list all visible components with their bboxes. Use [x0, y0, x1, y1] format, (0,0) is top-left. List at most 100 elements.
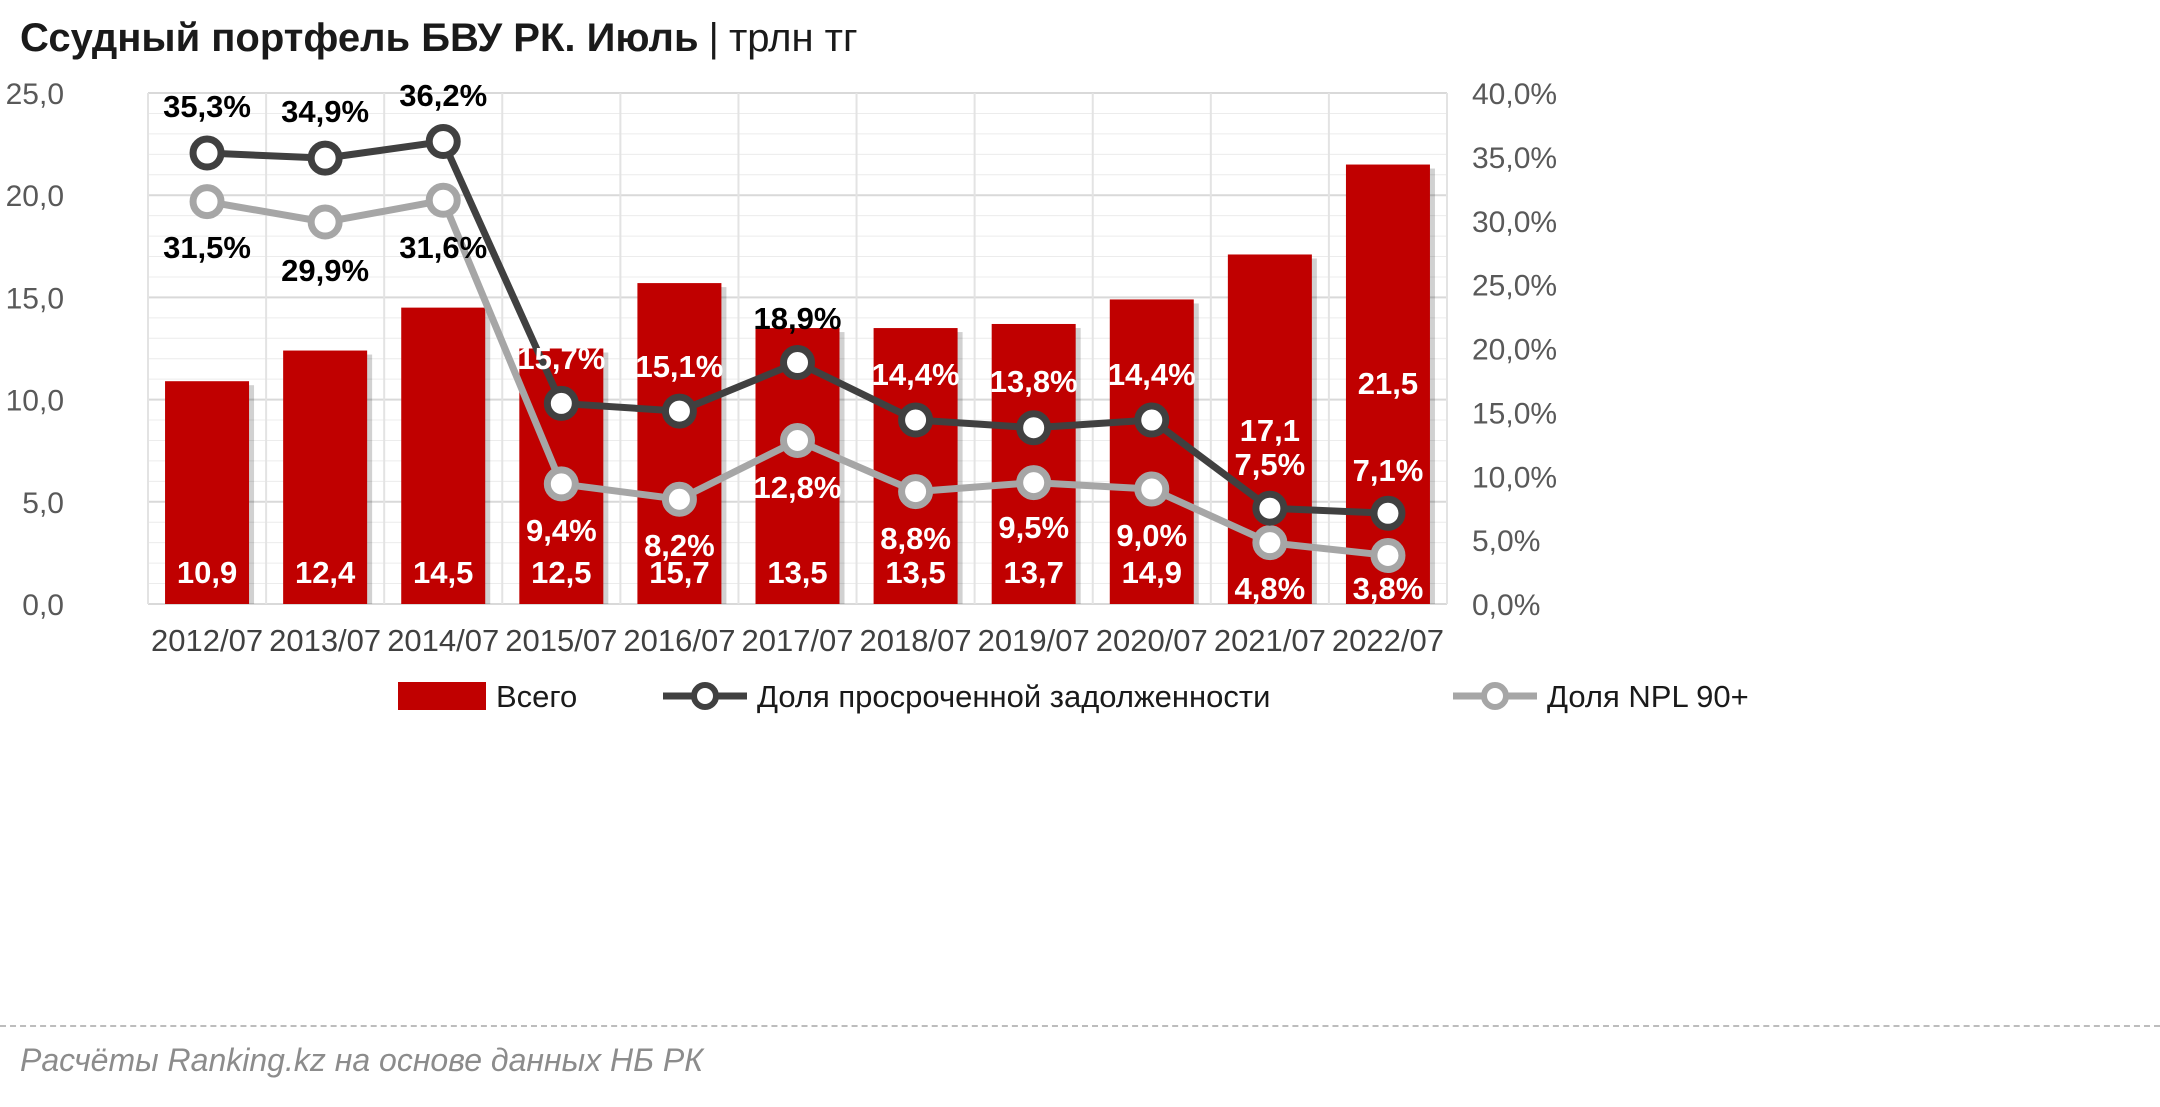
x-tick-label: 2017/07	[741, 623, 853, 658]
overdue-line-marker[interactable]	[1370, 495, 1406, 531]
npl-line-marker[interactable]	[1370, 537, 1406, 573]
npl-line-marker[interactable]	[661, 481, 697, 517]
bar-value-label: 13,7	[1004, 555, 1064, 590]
chart-title-separator: |	[708, 16, 719, 60]
npl-line-marker[interactable]	[1252, 525, 1288, 561]
overdue-value-label: 34,9%	[281, 94, 369, 129]
overdue-value-label: 14,4%	[872, 357, 960, 392]
overdue-line-marker[interactable]	[661, 393, 697, 429]
npl-value-label: 8,2%	[644, 528, 715, 563]
npl-line-marker[interactable]	[1016, 465, 1052, 501]
bar-total[interactable]	[401, 307, 486, 604]
y-left-tick-label: 0,0	[22, 589, 64, 622]
bar-total[interactable]	[1109, 299, 1194, 604]
x-tick-label: 2013/07	[269, 623, 381, 658]
legend-swatch-total	[398, 682, 486, 710]
npl-value-label: 29,9%	[281, 253, 369, 288]
npl-value-label: 3,8%	[1353, 571, 1424, 606]
npl-value-label: 31,6%	[399, 230, 487, 265]
npl-line-marker[interactable]	[189, 184, 225, 220]
npl-line-marker[interactable]	[543, 466, 579, 502]
overdue-line-marker[interactable]	[543, 385, 579, 421]
x-tick-label: 2016/07	[623, 623, 735, 658]
bar-value-label: 13,5	[767, 555, 827, 590]
bar-value-label: 13,5	[885, 555, 945, 590]
chart-title: Ссудный портфель БВУ РК. Июль | трлн тг	[20, 16, 858, 61]
x-tick-label: 2019/07	[978, 623, 1090, 658]
overdue-value-label: 15,1%	[635, 349, 723, 384]
bar-value-label: 14,5	[413, 555, 473, 590]
overdue-line-marker[interactable]	[425, 124, 461, 160]
bar-value-label: 17,1	[1240, 413, 1300, 448]
y-right-tick-label: 25,0%	[1472, 270, 1557, 303]
bar-total[interactable]	[991, 323, 1076, 604]
y-left-tick-label: 10,0	[6, 385, 64, 418]
legend-marker-overdue	[691, 682, 719, 710]
x-tick-label: 2015/07	[505, 623, 617, 658]
bar-value-label: 12,4	[295, 555, 356, 590]
legend-marker-npl	[1481, 682, 1509, 710]
bar-total[interactable]	[165, 381, 250, 604]
legend-label-overdue: Доля просроченной задолженности	[757, 679, 1270, 714]
y-right-tick-label: 15,0%	[1472, 397, 1557, 430]
overdue-value-label: 14,4%	[1108, 357, 1196, 392]
bar-value-label: 12,5	[531, 555, 591, 590]
overdue-line-marker[interactable]	[307, 140, 343, 176]
footer-divider	[0, 1025, 2160, 1027]
chart-area: 0,0 5,0 10,0 15,0 20,0 25,0 0,0% 5,0% 10,0% 15,0%…	[6, 78, 1749, 714]
legend-label-total: Всего	[496, 679, 577, 714]
bar-total[interactable]	[873, 328, 958, 604]
source-note: Расчёты Ranking.kz на основе данных НБ Р…	[20, 1042, 704, 1078]
chart-title-main: Ссудный портфель БВУ РК. Июль	[20, 16, 699, 60]
npl-line-marker[interactable]	[307, 204, 343, 240]
npl-line-marker[interactable]	[1134, 471, 1170, 507]
overdue-value-label: 18,9%	[754, 301, 842, 336]
overdue-value-label: 13,8%	[990, 364, 1078, 399]
y-right-tick-label: 0,0%	[1472, 589, 1540, 622]
x-tick-label: 2018/07	[860, 623, 972, 658]
x-tick-label: 2022/07	[1332, 623, 1444, 658]
npl-value-label: 8,8%	[880, 521, 951, 556]
overdue-value-label: 15,7%	[517, 341, 605, 376]
legend-label-npl: Доля NPL 90+	[1547, 679, 1749, 714]
overdue-line-marker[interactable]	[189, 135, 225, 171]
npl-value-label: 9,5%	[998, 510, 1069, 545]
overdue-line-marker[interactable]	[1134, 402, 1170, 438]
overdue-line-marker[interactable]	[898, 402, 934, 438]
bar-value-label: 15,7	[649, 555, 709, 590]
y-left-tick-label: 20,0	[6, 180, 64, 213]
x-tick-label: 2014/07	[387, 623, 499, 658]
x-tick-label: 2021/07	[1214, 623, 1326, 658]
y-right-tick-label: 30,0%	[1472, 206, 1557, 239]
y-right-tick-label: 5,0%	[1472, 525, 1540, 558]
bar-value-label: 10,9	[177, 555, 237, 590]
npl-line-marker[interactable]	[898, 474, 934, 510]
npl-value-label: 12,8%	[754, 470, 842, 505]
npl-line-marker[interactable]	[425, 182, 461, 218]
bar-total[interactable]	[637, 283, 722, 604]
npl-line-marker[interactable]	[780, 422, 815, 458]
overdue-value-label: 7,5%	[1235, 447, 1306, 482]
x-tick-label: 2020/07	[1096, 623, 1208, 658]
y-right-tick-label: 35,0%	[1472, 142, 1557, 175]
npl-value-label: 9,4%	[526, 513, 597, 548]
x-tick-label: 2012/07	[151, 623, 263, 658]
y-left-tick-label: 5,0	[22, 487, 64, 520]
bar-value-label: 21,5	[1358, 366, 1418, 401]
bar-value-label: 14,9	[1122, 555, 1182, 590]
overdue-line-marker[interactable]	[1016, 410, 1052, 446]
npl-value-label: 9,0%	[1116, 518, 1187, 553]
overdue-line-marker[interactable]	[1252, 490, 1288, 526]
y-right-tick-label: 40,0%	[1472, 78, 1557, 111]
overdue-line-marker[interactable]	[780, 345, 815, 381]
npl-value-label: 4,8%	[1235, 571, 1306, 606]
y-left-tick-label: 15,0	[6, 282, 64, 315]
overdue-value-label: 36,2%	[399, 78, 487, 113]
y-left-tick-label: 25,0	[6, 78, 64, 111]
chart-title-unit: трлн тг	[728, 16, 858, 60]
bar-total[interactable]	[283, 350, 368, 604]
y-right-tick-label: 20,0%	[1472, 334, 1557, 367]
npl-value-label: 31,5%	[163, 230, 251, 265]
overdue-value-label: 7,1%	[1353, 453, 1424, 488]
overdue-value-label: 35,3%	[163, 89, 251, 124]
